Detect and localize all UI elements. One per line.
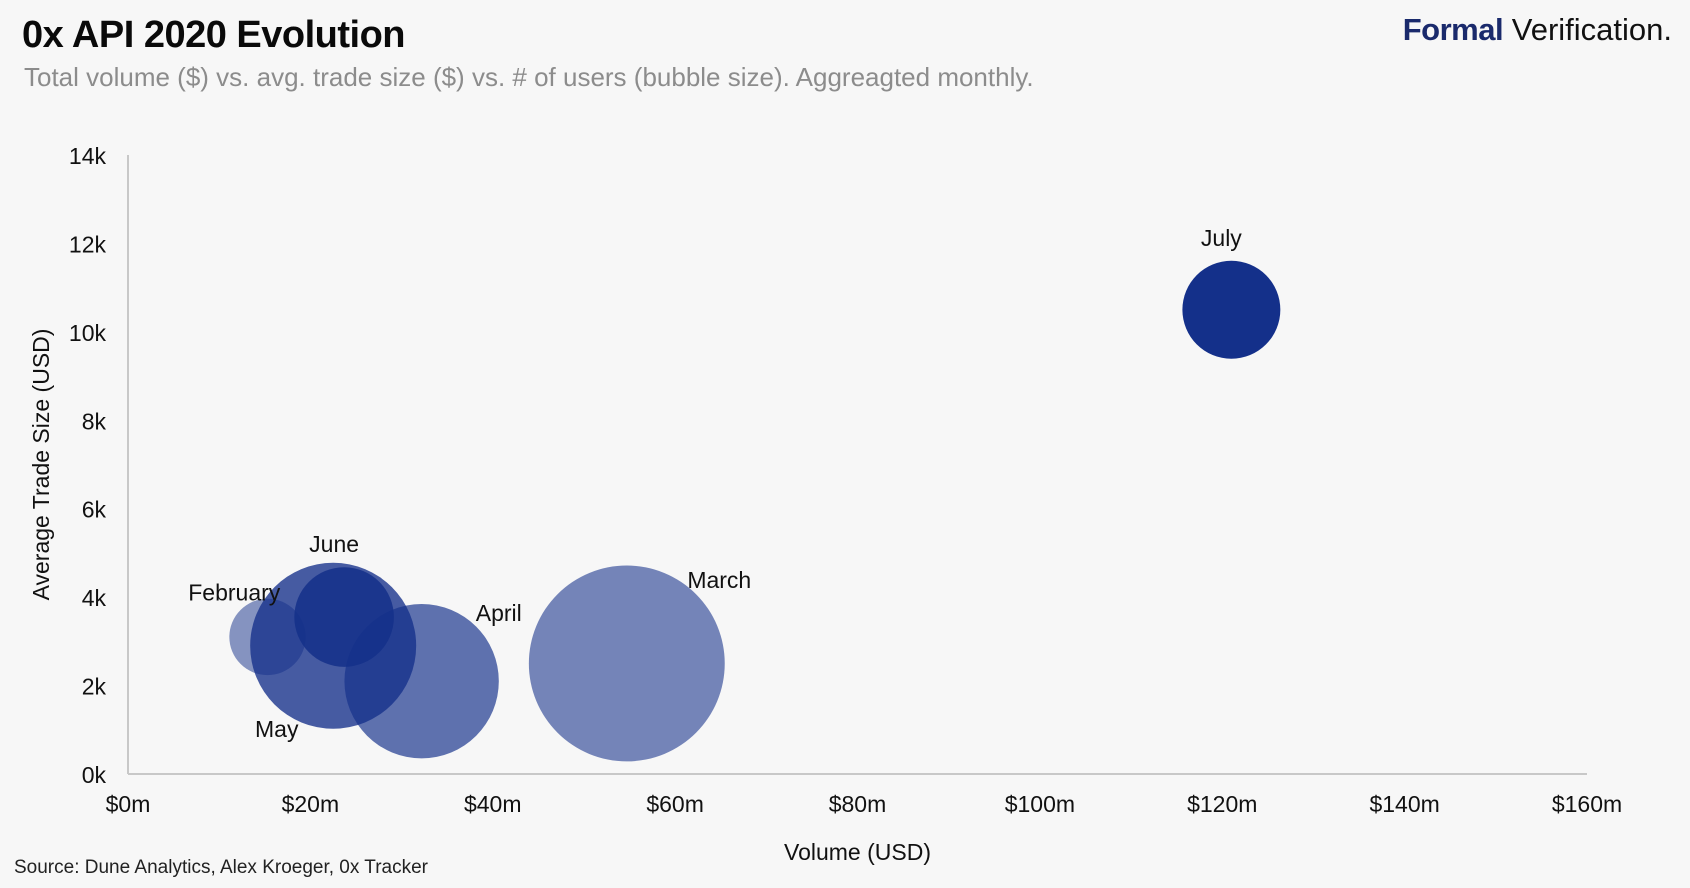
bubble-label-june: June bbox=[309, 531, 359, 557]
x-tick-label: $120m bbox=[1187, 791, 1257, 817]
y-tick-label: 12k bbox=[69, 231, 107, 257]
y-tick-label: 2k bbox=[82, 674, 107, 700]
bubble-label-may: May bbox=[255, 716, 299, 742]
y-tick-label: 6k bbox=[82, 497, 107, 523]
y-axis-title: Average Trade Size (USD) bbox=[28, 329, 54, 601]
bubble-july bbox=[1182, 260, 1281, 359]
x-tick-label: $160m bbox=[1552, 791, 1622, 817]
brand-logo-bold: Formal bbox=[1402, 12, 1504, 47]
chart-title: 0x API 2020 Evolution bbox=[22, 14, 406, 56]
x-tick-label: $100m bbox=[1005, 791, 1075, 817]
x-tick-label: $0m bbox=[106, 791, 151, 817]
y-tick-label: 0k bbox=[82, 762, 107, 788]
brand-logo-light: Verification. bbox=[1511, 12, 1672, 47]
x-tick-label: $80m bbox=[829, 791, 887, 817]
x-tick-label: $60m bbox=[646, 791, 704, 817]
labels-layer: February March April May June July bbox=[188, 225, 1242, 742]
bubble-label-july: July bbox=[1201, 225, 1242, 251]
chart-subtitle: Total volume ($) vs. avg. trade size ($)… bbox=[24, 62, 1034, 92]
bubble-label-february: February bbox=[188, 580, 281, 606]
y-tick-label: 8k bbox=[82, 408, 107, 434]
brand-logo: Formal Verification. bbox=[1403, 12, 1672, 48]
x-tick-label: $20m bbox=[282, 791, 340, 817]
bubbles-layer bbox=[229, 260, 1281, 762]
bubble-label-april: April bbox=[476, 600, 522, 626]
y-tick-label: 10k bbox=[69, 320, 107, 346]
bubble-label-march: March bbox=[687, 567, 751, 593]
bubble-june bbox=[294, 567, 394, 667]
source-note: Source: Dune Analytics, Alex Kroeger, 0x… bbox=[14, 857, 428, 878]
axes-layer: 0k 2k 4k 6k 8k 10k 12k 14k $0m $20m $40m $60m $80m $1… bbox=[28, 143, 1622, 865]
x-tick-label: $40m bbox=[464, 791, 522, 817]
bubble-march bbox=[528, 565, 725, 762]
y-tick-label: 14k bbox=[69, 143, 107, 169]
y-tick-label: 4k bbox=[82, 585, 107, 611]
x-tick-label: $140m bbox=[1369, 791, 1439, 817]
x-axis-title: Volume (USD) bbox=[784, 839, 931, 865]
